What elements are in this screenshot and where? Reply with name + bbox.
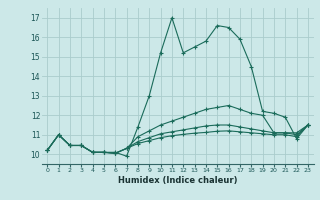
- X-axis label: Humidex (Indice chaleur): Humidex (Indice chaleur): [118, 176, 237, 185]
